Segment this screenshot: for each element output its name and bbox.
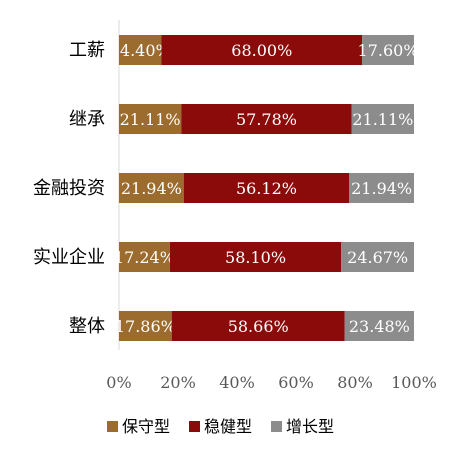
bar-segment: [119, 311, 172, 341]
bar-segment: [183, 173, 350, 203]
bar-segment: [341, 242, 415, 272]
category-label: 整体: [69, 316, 105, 337]
bar-segment: [119, 35, 162, 65]
legend-swatch: [189, 421, 200, 432]
category-label: 工薪: [69, 40, 105, 61]
data-label: 58.66%: [228, 317, 289, 336]
legend-swatch: [107, 421, 118, 432]
data-label: 56.12%: [236, 179, 297, 198]
x-tick-label: 20%: [160, 373, 196, 392]
bar-segment: [362, 35, 414, 65]
x-tick-label: 60%: [278, 373, 314, 392]
x-tick-label: 0%: [106, 373, 131, 392]
data-label: 68.00%: [231, 41, 292, 60]
legend-label: 稳健型: [204, 417, 252, 436]
bar-segment: [119, 104, 182, 134]
data-label: 23.48%: [349, 317, 410, 336]
legend-swatch: [271, 421, 282, 432]
bar-segment: [181, 104, 352, 134]
legend-label: 增长型: [286, 417, 334, 436]
bar-segment: [161, 35, 363, 65]
x-axis-tick-labels: 0% 20% 40% 60% 80% 100%: [106, 373, 437, 392]
data-label: 21.94%: [351, 179, 412, 198]
x-tick-label: 80%: [337, 373, 373, 392]
category-label: 金融投资: [33, 178, 105, 199]
data-label: 21.11%: [120, 110, 181, 129]
data-label: 57.78%: [236, 110, 297, 129]
data-label: 58.10%: [225, 248, 286, 267]
bars-layer: 14.40% 68.00% 17.60% 21.11% 57.78% 21.11% 21.9…: [110, 20, 419, 350]
x-tick-label: 100%: [391, 373, 437, 392]
bar-segment: [349, 173, 414, 203]
data-label: 17.24%: [114, 248, 175, 267]
bar-segment: [119, 173, 184, 203]
bar-segment: [344, 311, 414, 341]
x-tick-label: 40%: [219, 373, 255, 392]
data-label: 21.94%: [121, 179, 182, 198]
bar-segment: [171, 311, 345, 341]
data-label: 14.40%: [110, 41, 171, 60]
data-label: 17.60%: [358, 41, 419, 60]
bar-segment: [351, 104, 414, 134]
data-label: 17.86%: [115, 317, 176, 336]
category-label: 继承: [69, 109, 105, 130]
legend: 保守型 稳健型 增长型: [107, 417, 334, 436]
data-label: 24.67%: [347, 248, 408, 267]
bar-segment: [119, 242, 170, 272]
legend-label: 保守型: [122, 417, 170, 436]
data-label: 21.11%: [352, 110, 413, 129]
bar-segment: [169, 242, 342, 272]
category-label: 实业企业: [33, 247, 105, 268]
